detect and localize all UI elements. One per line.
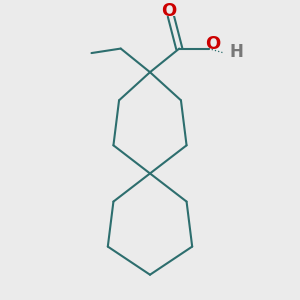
Text: O: O [205,34,220,52]
Text: O: O [161,2,176,20]
Text: H: H [230,43,244,61]
